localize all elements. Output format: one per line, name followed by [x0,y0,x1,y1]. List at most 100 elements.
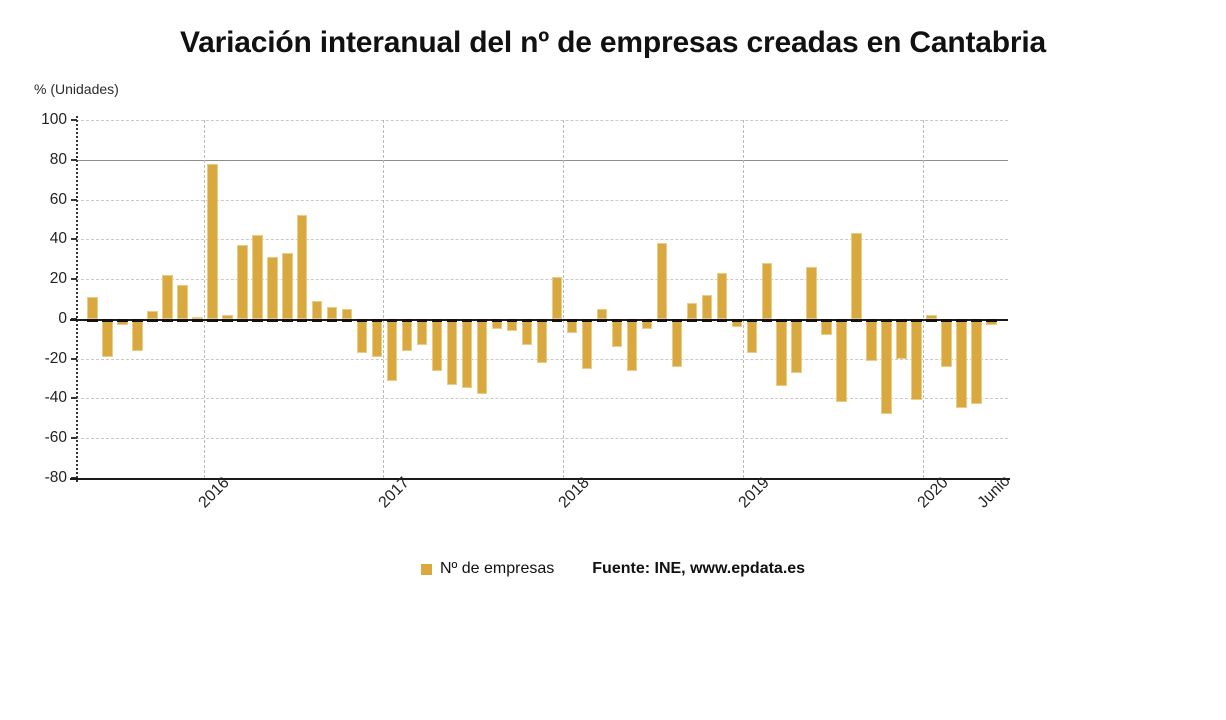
bar[interactable] [671,318,683,367]
bar-baseline-tick [207,318,218,322]
bar[interactable] [806,267,817,319]
bar[interactable] [926,314,937,319]
bar[interactable] [446,318,458,385]
bar[interactable] [87,297,98,319]
bar-baseline-tick [521,318,533,322]
bar-baseline-tick [431,318,443,322]
bar[interactable] [207,163,218,319]
bar-baseline-tick [896,318,907,322]
bar[interactable] [282,253,293,319]
bar-baseline-tick [282,318,293,322]
bar[interactable] [461,318,473,389]
bar-baseline-tick [836,318,847,322]
bar[interactable] [881,318,892,415]
bar-baseline-tick [237,318,248,322]
bar-baseline-tick [461,318,473,322]
bar-baseline-tick [297,318,308,322]
bar[interactable] [326,306,338,319]
bar[interactable] [341,308,353,319]
bar[interactable] [686,302,698,319]
bar[interactable] [162,275,173,319]
bar[interactable] [416,318,428,345]
bar[interactable] [776,318,787,387]
bar[interactable] [386,318,398,381]
bar-baseline-tick [791,318,802,322]
bar-baseline-tick [386,318,398,322]
bar[interactable] [746,318,757,353]
y-tick-label--40: -40 [44,389,67,407]
bar[interactable] [192,316,203,319]
bar[interactable] [956,318,967,409]
bar-baseline-tick [476,318,488,322]
bar-baseline-tick [881,318,892,322]
chart-title: Variación interanual del nº de empresas … [180,26,1046,59]
bar-baseline-tick [641,318,653,322]
bar[interactable] [252,235,263,319]
bar-baseline-tick [746,318,757,322]
bar[interactable] [626,318,638,371]
bar[interactable] [656,243,668,319]
bar[interactable] [521,318,533,345]
bar[interactable] [297,215,308,319]
bar-baseline-tick [686,318,698,322]
bar[interactable] [611,318,623,347]
bar[interactable] [267,257,278,319]
bar-baseline-tick [866,318,877,322]
bar-baseline-tick [776,318,787,322]
bar[interactable] [941,318,952,367]
bar[interactable] [222,314,233,319]
y-tick-label-20: 20 [49,270,67,288]
bar-baseline-tick [446,318,458,322]
bar-baseline-tick [341,318,353,322]
legend-entry-empresas: Nº de empresas [420,560,554,578]
y-tick-mark--20 [71,357,77,360]
bar[interactable] [147,310,158,319]
bar-baseline-tick [416,318,428,322]
bar-baseline-tick [252,318,263,322]
bar[interactable] [701,295,713,319]
bar-baseline-tick [102,318,113,322]
y-tick-label--60: -60 [44,429,67,447]
bar[interactable] [596,308,608,319]
bar-baseline-tick [491,318,503,322]
bar-baseline-tick [926,318,937,322]
bar-baseline-tick [701,318,713,322]
bar[interactable] [311,300,323,319]
bar[interactable] [911,318,922,401]
bar[interactable] [431,318,443,371]
bar[interactable] [356,318,368,353]
x-axis-line [70,478,1010,480]
bar[interactable] [851,233,862,319]
bar[interactable] [716,273,728,319]
year-gridline-2020 [922,120,924,478]
bar[interactable] [761,263,772,319]
chart-legend: Nº de empresas Fuente: INE, www.epdata.e… [0,560,1226,578]
bar-baseline-tick [326,318,338,322]
bar[interactable] [866,318,877,361]
bar-baseline-tick [851,318,862,322]
bar[interactable] [581,318,593,369]
bar[interactable] [791,318,802,373]
bar[interactable] [371,318,383,357]
year-gridline-2019 [742,120,744,478]
bar-baseline-tick [611,318,623,322]
bar[interactable] [476,318,488,395]
bar[interactable] [836,318,847,403]
bar-baseline-tick [656,318,668,322]
bar-baseline-tick [506,318,518,322]
bar-baseline-tick [132,318,143,322]
bar[interactable] [102,318,113,357]
bar[interactable] [401,318,413,351]
bar-baseline-tick [731,318,743,322]
bar[interactable] [536,318,548,363]
bar[interactable] [896,318,907,359]
bar[interactable] [971,318,982,405]
bar[interactable] [177,285,188,319]
bar[interactable] [132,318,143,351]
y-tick-mark--40 [71,397,77,400]
bar[interactable] [551,277,563,319]
bar[interactable] [237,245,248,319]
year-gridline-2016 [203,120,205,478]
bar-baseline-tick [821,318,832,322]
